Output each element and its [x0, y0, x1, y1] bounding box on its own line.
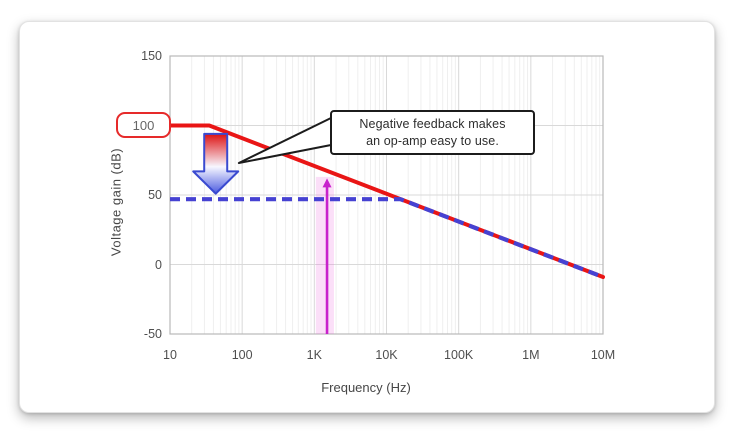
- x-tick-label: 10: [163, 348, 177, 362]
- x-axis-title: Frequency (Hz): [321, 380, 411, 395]
- y-tick-label: -50: [143, 327, 162, 341]
- signal-arrow-head: [322, 178, 332, 188]
- chart-card: 100 Negative feedback makes an op-amp ea…: [19, 21, 715, 413]
- y-axis-title: Voltage gain (dB): [108, 147, 124, 257]
- y-tick-label: 50: [148, 188, 162, 202]
- plot-frame: [169, 55, 604, 335]
- x-tick-label: 100K: [444, 348, 474, 362]
- x-tick-label: 1M: [522, 348, 540, 362]
- x-tick-label: 100: [231, 348, 253, 362]
- y-tick-label: 150: [141, 49, 162, 63]
- x-tick-label: 1K: [306, 348, 322, 362]
- x-tick-label: 10M: [590, 348, 616, 362]
- x-tick-label: 10K: [375, 348, 398, 362]
- gain-reduction-arrow: [192, 132, 240, 195]
- chart-canvas: [168, 55, 605, 335]
- y-tick-label: 0: [155, 257, 162, 272]
- closed-loop-curve: [170, 197, 604, 279]
- signal-frequency-band: [315, 176, 334, 334]
- callout-box: [330, 110, 535, 155]
